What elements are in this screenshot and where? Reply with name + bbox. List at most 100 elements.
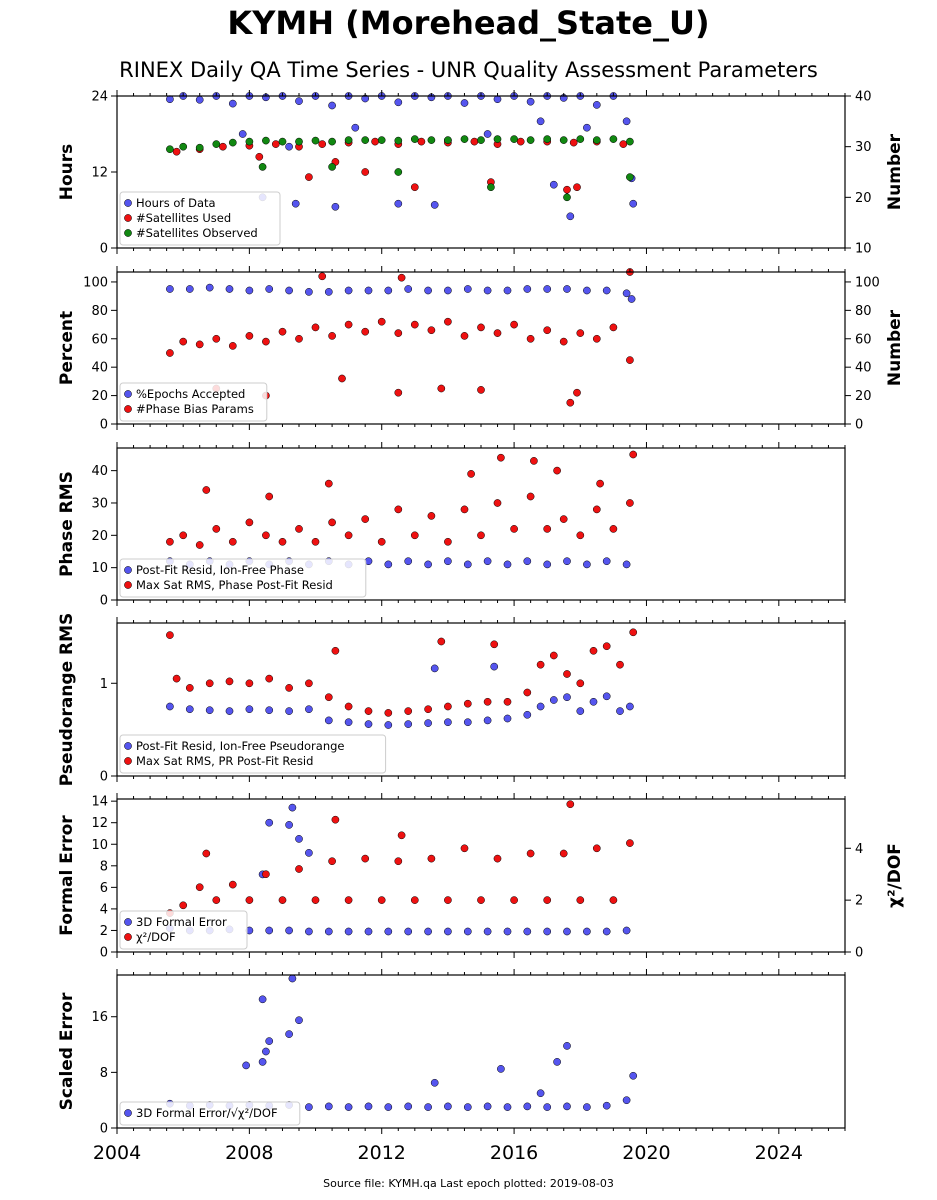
data-point — [166, 145, 174, 154]
legend-marker — [124, 214, 132, 222]
data-point — [427, 326, 436, 335]
data-point — [394, 168, 403, 176]
y-tick-label: 0 — [100, 1122, 108, 1137]
data-point — [424, 719, 432, 727]
data-point — [477, 531, 485, 540]
data-point — [394, 388, 403, 397]
data-point — [265, 492, 274, 501]
data-point — [377, 317, 386, 326]
data-point — [265, 674, 274, 683]
data-point — [212, 896, 221, 904]
data-point — [583, 286, 591, 295]
data-point — [622, 289, 631, 298]
y-tick-label: 20 — [91, 389, 108, 404]
data-point — [536, 702, 545, 711]
y2-tick-label: 0 — [855, 418, 863, 433]
data-point — [626, 702, 634, 711]
data-point — [583, 560, 591, 569]
panel-4 — [111, 617, 846, 782]
data-point — [179, 531, 188, 540]
data-point — [503, 714, 512, 723]
data-point — [328, 518, 336, 527]
data-point — [470, 137, 479, 146]
data-point — [566, 212, 575, 221]
series-6-1 — [166, 974, 638, 1111]
data-point — [566, 398, 575, 407]
y-tick-label: 0 — [100, 946, 108, 961]
data-point — [404, 720, 413, 728]
data-point — [424, 927, 432, 936]
data-point — [463, 718, 472, 727]
data-point — [172, 674, 181, 683]
data-point — [563, 1042, 571, 1050]
series-4-2 — [166, 628, 638, 717]
data-point — [404, 557, 413, 566]
data-point — [503, 697, 512, 706]
data-point — [245, 679, 254, 688]
data-point — [331, 815, 340, 824]
legend-label: χ²/DOF — [136, 930, 176, 944]
data-point — [493, 329, 502, 337]
data-point — [179, 337, 188, 346]
x-tick-label: 2008 — [225, 1142, 273, 1164]
data-point — [397, 831, 406, 840]
series-3-2 — [166, 450, 638, 549]
data-point — [344, 286, 353, 295]
data-point — [311, 537, 320, 546]
data-point — [592, 334, 601, 343]
data-point — [285, 1030, 293, 1038]
data-point — [622, 926, 631, 935]
data-point — [553, 466, 561, 475]
data-point — [331, 202, 340, 211]
legend-marker — [124, 757, 132, 765]
data-point — [295, 835, 303, 843]
legend-box — [119, 382, 268, 422]
data-point — [460, 505, 469, 514]
data-point — [483, 716, 492, 725]
data-point — [344, 136, 353, 144]
series-1-2 — [172, 137, 628, 194]
data-point — [318, 140, 327, 148]
data-point — [225, 677, 234, 686]
data-point — [592, 101, 601, 109]
data-point — [384, 560, 393, 569]
data-point — [626, 356, 634, 364]
data-point — [295, 334, 303, 343]
data-point — [503, 927, 512, 936]
data-point — [602, 557, 611, 566]
data-point — [305, 288, 313, 296]
data-point — [576, 135, 585, 143]
data-point — [503, 1103, 512, 1111]
data-point — [523, 710, 532, 719]
data-point — [503, 560, 512, 569]
data-point — [493, 499, 502, 507]
data-point — [477, 896, 485, 904]
series-5-2 — [166, 800, 634, 917]
data-point — [626, 173, 634, 181]
data-point — [371, 137, 379, 146]
data-point — [185, 684, 194, 692]
data-point — [483, 286, 492, 295]
data-point — [311, 323, 320, 332]
data-point — [245, 705, 254, 714]
data-point — [444, 317, 452, 326]
data-point — [225, 285, 234, 293]
series-2-1 — [166, 283, 636, 303]
y2-axis-label: χ²/DOF — [885, 843, 905, 908]
data-point — [384, 709, 393, 717]
data-point — [338, 374, 346, 383]
data-point — [285, 142, 293, 151]
legend-label: Post-Fit Resid, Ion-Free Phase — [136, 563, 304, 577]
data-point — [404, 1102, 413, 1111]
panel-5 — [111, 793, 851, 958]
data-point — [629, 450, 638, 459]
data-point — [228, 138, 237, 147]
data-point — [596, 479, 604, 488]
data-point — [295, 525, 303, 533]
data-point — [262, 136, 270, 145]
data-point — [364, 1102, 373, 1111]
data-point — [394, 98, 403, 107]
data-point — [179, 901, 188, 910]
data-point — [410, 531, 419, 540]
data-point — [228, 880, 237, 889]
